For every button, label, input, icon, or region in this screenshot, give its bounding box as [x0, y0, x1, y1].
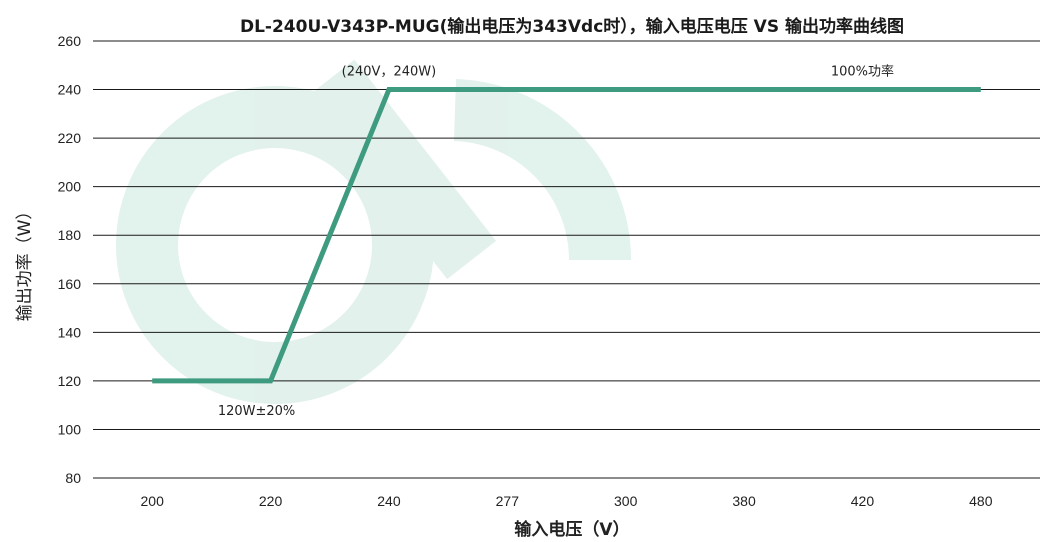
series-lines	[152, 87, 981, 384]
y-tick-label: 80	[65, 470, 81, 486]
annotation-label: 120W±20%	[218, 404, 295, 419]
annotation-label: (240V，240W)	[342, 65, 437, 80]
annotations: (240V，240W) 100%功率 120W±20%	[218, 64, 894, 419]
series-line-0	[152, 87, 981, 384]
y-tick-label: 160	[58, 276, 82, 292]
y-tick-label: 100	[58, 421, 82, 437]
y-tick-label: 140	[58, 324, 82, 340]
chart-title: DL-240U-V343P-MUG(输出电压为343Vdc时），输入电压电压 V…	[240, 16, 904, 37]
x-tick-label: 200	[141, 493, 165, 509]
x-tick-label: 300	[614, 493, 638, 509]
y-tick-label: 120	[58, 373, 82, 389]
x-tick-label: 480	[969, 493, 993, 509]
y-tick-label: 240	[58, 82, 82, 98]
annotation-label: 100%功率	[831, 64, 894, 80]
x-tick-label: 277	[496, 493, 520, 509]
y-tick-labels: 80 100 120 140 160 180 200 220 240 260	[58, 33, 82, 486]
y-tick-label: 260	[58, 33, 82, 49]
x-axis-title: 输入电压（V）	[514, 519, 629, 540]
y-tick-label: 180	[58, 227, 82, 243]
x-tick-label: 240	[377, 493, 401, 509]
y-tick-label: 220	[58, 130, 82, 146]
x-tick-label: 220	[259, 493, 283, 509]
y-tick-label: 200	[58, 179, 82, 195]
watermark-logo	[116, 59, 631, 404]
x-tick-labels: 200 220 240 277 300 380 420 480	[141, 493, 993, 509]
x-tick-label: 380	[732, 493, 756, 509]
y-axis-title: 输出功率（W）	[15, 203, 35, 322]
x-tick-label: 420	[851, 493, 875, 509]
